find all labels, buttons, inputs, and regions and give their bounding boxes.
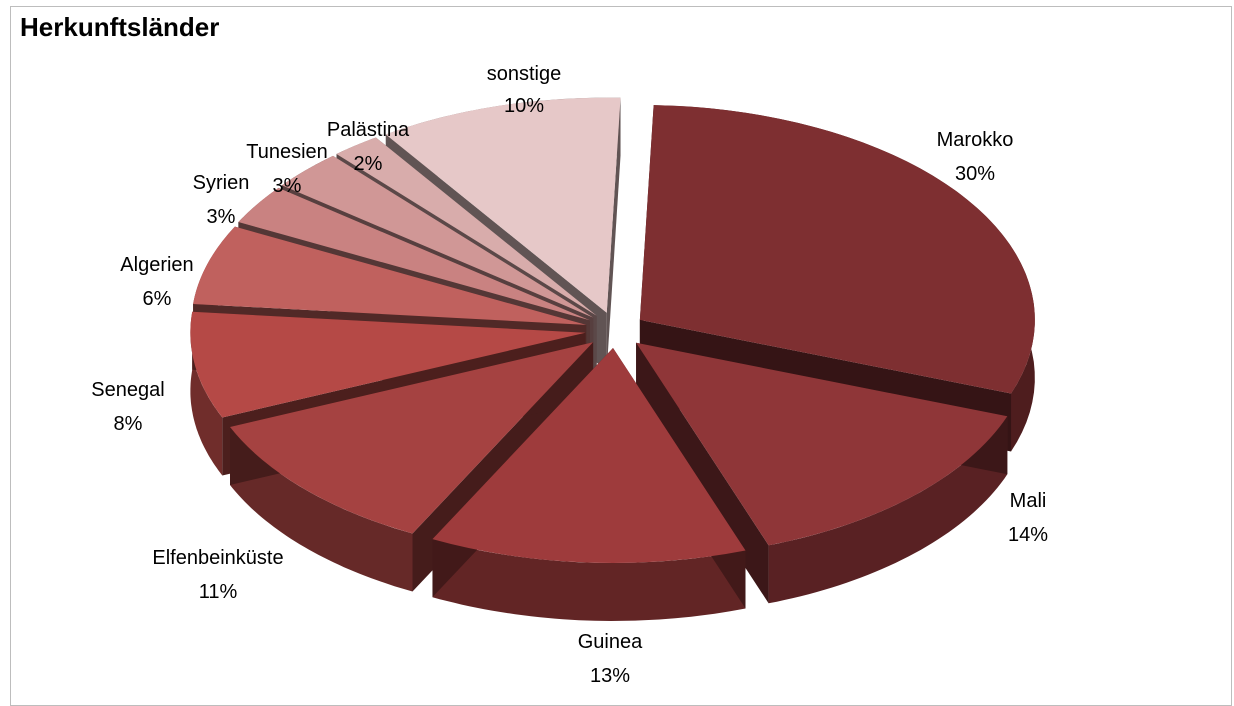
pie-labels: Marokko 30% Mali 14% Guinea 13% Elfenbeinküste… <box>91 63 1048 687</box>
slice-side-mali <box>768 416 1008 604</box>
slice-label: Algerien <box>120 254 193 276</box>
chart-title: Herkunftsländer <box>20 12 220 42</box>
slice-algerien <box>193 226 587 325</box>
slice-value-label: 3% <box>273 175 302 197</box>
slice-edge-sonstige-1 <box>606 97 621 371</box>
slice-label: Marokko <box>937 129 1014 151</box>
slice-palästina <box>336 137 597 316</box>
slice-tunesien <box>281 155 594 318</box>
slice-marokko <box>639 105 1035 394</box>
slice-label: Elfenbeinküste <box>152 547 283 569</box>
pie-tops <box>190 97 1035 563</box>
slice-value-label: 10% <box>504 95 544 117</box>
slice-senegal <box>190 311 586 418</box>
slice-value-label: 3% <box>207 206 236 228</box>
slice-label: Mali <box>1010 490 1047 512</box>
slice-side-guinea <box>432 539 746 621</box>
slice-label: Guinea <box>578 631 643 653</box>
slice-value-label: 13% <box>590 665 630 687</box>
slice-label: Senegal <box>91 379 164 401</box>
slice-value-label: 8% <box>114 413 143 435</box>
slice-label: Palästina <box>327 119 410 141</box>
slice-label: Syrien <box>193 172 250 194</box>
slice-mali <box>636 342 1008 546</box>
slice-value-label: 14% <box>1008 524 1048 546</box>
slice-sonstige <box>385 97 621 313</box>
slice-side-senegal <box>190 311 223 476</box>
slice-elfenbeinküste <box>230 342 594 534</box>
slice-value-label: 11% <box>199 581 238 603</box>
slice-guinea <box>432 347 746 563</box>
slice-value-label: 2% <box>354 153 383 175</box>
slice-label: sonstige <box>487 63 562 85</box>
slice-label: Tunesien <box>246 141 328 163</box>
pie-chart: Marokko 30% Mali 14% Guinea 13% Elfenbeinküste… <box>91 63 1048 687</box>
slice-syrien <box>238 187 590 321</box>
slice-side-elfenbeinküste <box>230 427 413 592</box>
slice-value-label: 6% <box>143 288 172 310</box>
slice-value-label: 30% <box>955 163 995 185</box>
